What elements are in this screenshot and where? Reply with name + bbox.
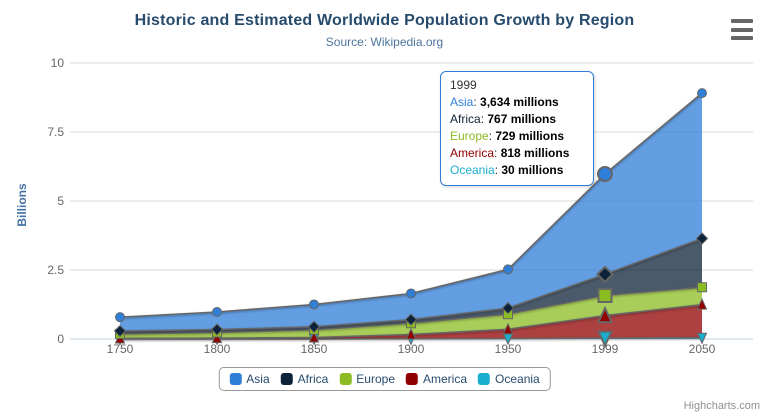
hamburger-icon (731, 27, 753, 32)
tooltip-series-name: America (450, 146, 495, 160)
credits-link[interactable]: Highcharts.com (683, 400, 760, 412)
marker-america-1900[interactable] (405, 327, 417, 340)
area-band-america (120, 304, 702, 339)
marker-oceania-2050[interactable] (696, 332, 708, 345)
y-axis-label: 2.5 (47, 263, 64, 277)
x-axis-label: 1800 (204, 342, 231, 356)
marker-america-1950[interactable] (502, 322, 514, 335)
legend-symbol-oceania (478, 373, 491, 385)
y-axis-title: Billions (15, 183, 29, 227)
tooltip-series-value: 3,634 millions (480, 95, 559, 109)
legend-label: Asia (246, 372, 270, 386)
marker-asia-1999[interactable] (597, 166, 613, 183)
hamburger-icon (731, 19, 753, 23)
tooltip: 1999 Asia: 3,634 millions Africa: 767 mil… (440, 71, 594, 186)
y-axis-label: 10 (51, 56, 65, 70)
legend-symbol-asia (229, 373, 242, 385)
tooltip-row-america: America: 818 millions (450, 146, 570, 160)
tooltip-row-africa: Africa: 767 millions (450, 112, 557, 126)
tooltip-row-europe: Europe: 729 millions (450, 129, 565, 143)
marker-africa-1750[interactable] (113, 324, 127, 338)
legend-item-africa[interactable]: Africa (280, 372, 329, 386)
marker-asia-1750[interactable] (115, 312, 125, 323)
y-axis-label: 5 (57, 194, 64, 208)
legend-label: Africa (297, 372, 329, 386)
tooltip-title: 1999 (450, 78, 477, 92)
legend-label: Europe (356, 372, 396, 386)
marker-africa-1850[interactable] (307, 320, 321, 333)
marker-europe-2050[interactable] (697, 282, 707, 293)
x-axis-label: 1900 (398, 342, 425, 356)
x-axis-label: 1850 (301, 342, 328, 356)
marker-asia-1850[interactable] (309, 299, 319, 310)
chart-subtitle: Source: Wikipedia.org (325, 35, 444, 49)
marker-america-1850[interactable] (308, 330, 320, 343)
hamburger-icon (731, 36, 753, 40)
legend-label: Oceania (495, 372, 540, 386)
y-axis-label: 0 (57, 332, 64, 346)
x-axis-label: 1750 (107, 342, 134, 356)
marker-africa-2050[interactable] (695, 232, 709, 245)
marker-africa-1999[interactable] (596, 265, 614, 284)
tooltip-series-value: 767 millions (487, 112, 557, 126)
legend-symbol-europe (339, 373, 352, 385)
tooltip-series-name: Asia (450, 95, 474, 109)
marker-europe-1999[interactable] (597, 287, 613, 303)
marker-asia-1950[interactable] (503, 264, 513, 275)
tooltip-row-oceania: Oceania: 30 millions (450, 163, 564, 177)
marker-america-1999[interactable] (596, 305, 614, 324)
tooltip-series-value: 30 millions (501, 163, 564, 177)
marker-africa-1800[interactable] (210, 323, 224, 336)
legend-item-oceania[interactable]: Oceania (478, 372, 540, 386)
marker-america-1800[interactable] (211, 331, 223, 344)
legend-symbol-africa (280, 373, 293, 385)
tooltip-series-name: Oceania (450, 163, 495, 177)
x-axis-label: 2050 (689, 342, 716, 356)
marker-africa-1950[interactable] (501, 301, 515, 315)
legend-item-europe[interactable]: Europe (339, 372, 395, 386)
legend-label: America (423, 372, 468, 386)
x-axis-label: 1999 (592, 342, 619, 356)
marker-africa-1900[interactable] (404, 313, 418, 326)
tooltip-series-name: Africa (450, 112, 481, 126)
x-axis-label: 1950 (495, 342, 522, 356)
tooltip-series-name: Europe (450, 129, 489, 143)
area-band-africa (120, 238, 702, 334)
legend: Asia Africa Europe America Oceania (218, 367, 551, 391)
legend-item-america[interactable]: America (406, 372, 467, 386)
marker-asia-2050[interactable] (697, 88, 707, 99)
marker-oceania-1999[interactable] (596, 330, 614, 349)
legend-item-asia[interactable]: Asia (229, 372, 270, 386)
context-menu-button[interactable] (731, 19, 753, 40)
marker-asia-1900[interactable] (406, 288, 416, 299)
tooltip-series-value: 729 millions (495, 129, 565, 143)
y-axis-label: 7.5 (47, 125, 64, 139)
tooltip-row-asia: Asia: 3,634 millions (450, 95, 559, 109)
marker-america-2050[interactable] (696, 297, 708, 310)
chart-title: Historic and Estimated Worldwide Populat… (134, 12, 635, 29)
marker-asia-1800[interactable] (212, 307, 222, 318)
tooltip-series-value: 818 millions (500, 146, 570, 160)
legend-symbol-america (406, 373, 419, 385)
area-band-asia (120, 93, 702, 332)
